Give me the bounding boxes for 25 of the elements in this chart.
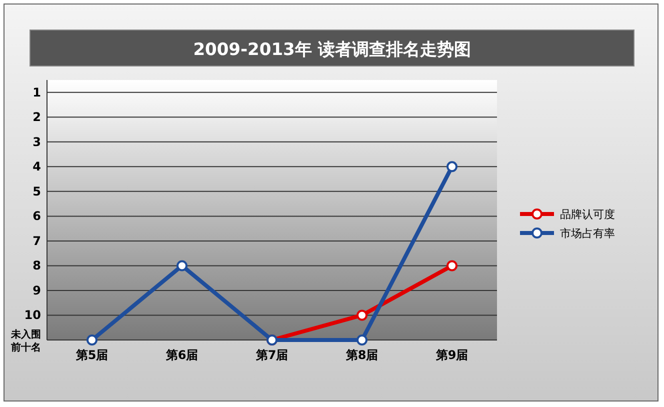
x-tick-label: 第5届 bbox=[74, 348, 108, 362]
legend-label: 品牌认可度 bbox=[560, 208, 615, 221]
y-tick-label: 6 bbox=[32, 209, 41, 224]
x-tick-label: 第6届 bbox=[164, 348, 198, 362]
point bbox=[176, 260, 188, 272]
y-tick-label: 1 bbox=[32, 85, 41, 100]
point bbox=[356, 334, 368, 346]
y-tick-label: 2 bbox=[32, 110, 41, 124]
chart-title: 2009-2013年 读者调查排名走势图 bbox=[193, 40, 471, 60]
x-tick-label: 第9届 bbox=[434, 348, 468, 362]
x-tick-label: 第7届 bbox=[254, 348, 288, 362]
y-tick-label: 10 bbox=[24, 308, 41, 322]
y-tick-label: 3 bbox=[32, 134, 41, 149]
y-tick-label: 7 bbox=[32, 234, 41, 248]
y-tick-label: 8 bbox=[32, 258, 41, 273]
legend-label: 市场占有率 bbox=[560, 227, 615, 240]
point bbox=[446, 161, 458, 172]
y-tick-label: 9 bbox=[32, 283, 41, 298]
x-tick-label: 第8届 bbox=[344, 348, 378, 362]
y-tick-label: 4 bbox=[32, 160, 41, 174]
point bbox=[86, 334, 98, 346]
y-tick-label: 未入围前十名 bbox=[10, 328, 41, 354]
point bbox=[356, 310, 368, 321]
y-tick-label: 5 bbox=[32, 184, 41, 198]
point bbox=[446, 260, 458, 272]
